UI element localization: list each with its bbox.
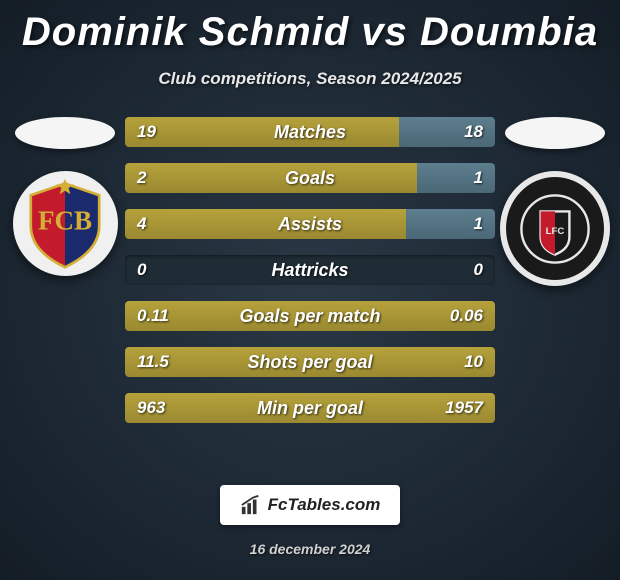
stat-row: 0.11Goals per match0.06 [125, 301, 495, 331]
bar-left-fill [125, 393, 495, 423]
stat-row: 0Hattricks0 [125, 255, 495, 285]
bar-left-fill [125, 117, 399, 147]
bar-right-fill [399, 117, 495, 147]
bar-right-fill [417, 163, 495, 193]
left-club-logo: FCB [13, 171, 118, 276]
left-player-column: FCB [10, 117, 120, 276]
right-club-logo: LFC [500, 171, 610, 286]
bar-left-fill [125, 347, 495, 377]
bar-right-fill [406, 209, 495, 239]
right-player-column: LFC [500, 117, 610, 286]
stat-value-left: 0 [137, 255, 146, 285]
svg-text:FCB: FCB [38, 205, 92, 235]
stat-label: Hattricks [125, 255, 495, 285]
stat-row: 2Goals1 [125, 163, 495, 193]
stat-row: 4Assists1 [125, 209, 495, 239]
basel-shield-icon: FCB [20, 179, 110, 269]
chart-icon [240, 494, 262, 516]
bar-left-fill [125, 301, 495, 331]
brand-text: FcTables.com [268, 495, 381, 515]
stat-value-right: 0 [474, 255, 483, 285]
stat-row: 19Matches18 [125, 117, 495, 147]
bar-left-fill [125, 209, 406, 239]
brand-badge: FcTables.com [220, 485, 400, 525]
right-jersey [505, 117, 605, 149]
comparison-panel: FCB LFC 19Matches18 2Goals1 4Assists1 0Hatt… [0, 117, 620, 457]
page-title: Dominik Schmid vs Doumbia [0, 0, 620, 55]
lugano-shield-icon: LFC [515, 189, 595, 269]
svg-text:LFC: LFC [546, 225, 565, 236]
stat-row: 11.5Shots per goal10 [125, 347, 495, 377]
bar-left-fill [125, 163, 417, 193]
stat-bars: 19Matches18 2Goals1 4Assists1 0Hattricks0 0.… [125, 117, 495, 423]
stat-row: 963Min per goal1957 [125, 393, 495, 423]
subtitle: Club competitions, Season 2024/2025 [0, 69, 620, 89]
left-jersey [15, 117, 115, 149]
footer-date: 16 december 2024 [0, 541, 620, 557]
